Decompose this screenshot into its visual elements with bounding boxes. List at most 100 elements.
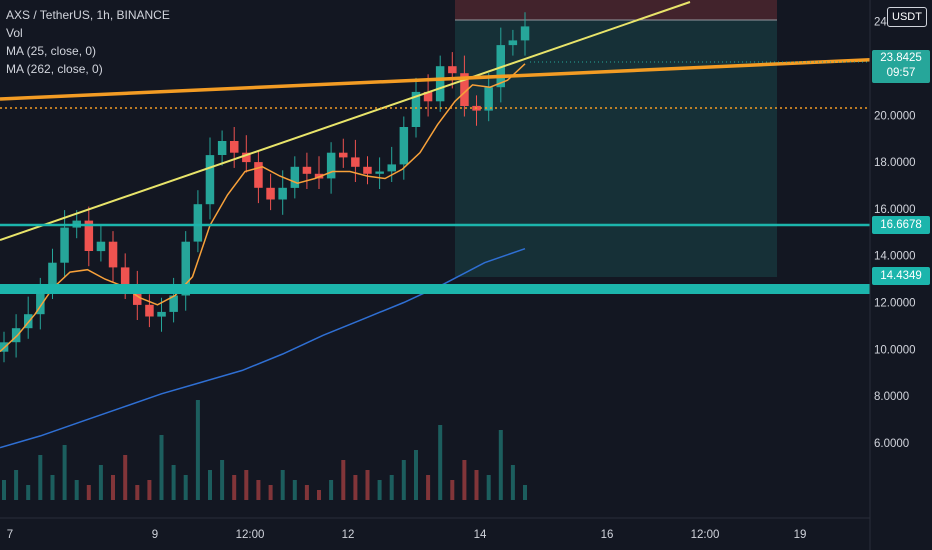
resistance-line[interactable] [0,57,932,101]
volume-bar [389,475,394,500]
volume-bar [438,425,443,500]
volume-bar [123,455,128,500]
volume-bar [62,445,67,500]
legend-ma-25[interactable]: MA (25, close, 0) [6,44,97,58]
legend-vol[interactable]: Vol [6,26,23,40]
position-stop-zone[interactable] [455,0,777,20]
last-price-badge: 23.8425 09:57 [872,50,930,83]
candle [254,151,263,204]
volume-bar [377,480,382,500]
candle [84,206,94,267]
volume-bar [98,465,103,500]
candle [266,173,275,211]
level-band-14-4349[interactable] [0,284,870,294]
volume-bar [414,450,418,500]
candle [460,55,469,117]
candle [375,157,384,189]
volume-bar [183,475,188,500]
volume-bar [353,475,358,500]
candle [326,142,336,194]
volume-bar [426,475,431,500]
last-price-value: 23.8425 [880,52,922,64]
candle [242,135,251,173]
candle [290,156,300,199]
price-tick-label: 20.0000 [874,110,916,122]
volume-bar [14,470,19,500]
candle [193,190,203,253]
price-tick-label: 6.0000 [874,438,909,450]
time-tick-label: 14 [474,529,487,541]
volume-bar [268,485,273,500]
volume-bar [256,480,261,500]
time-tick-label: 7 [7,529,13,541]
volume-bar [159,435,164,500]
price-tick-label: 12.0000 [874,298,916,310]
volume-bar [474,470,479,500]
price-tick-label: 8.0000 [874,391,909,403]
volume-bar [523,485,527,500]
candle [145,294,154,328]
time-tick-label: 16 [601,529,614,541]
volume-bar [292,480,297,500]
volume-bar [280,470,285,500]
level-badge-16-6678: 16.6678 [872,216,930,234]
volume-bar [195,400,200,500]
candle [435,55,445,112]
volume-bar [171,465,176,500]
volume-bar [111,475,115,500]
volume-bar [86,485,91,500]
volume-bar [2,480,6,500]
candle [448,52,457,89]
candle [351,139,360,182]
candle [108,231,118,283]
volume-bar [510,465,515,500]
time-tick-label: 9 [152,529,158,541]
volume-bar [304,485,309,500]
volume-bar [135,485,140,500]
currency-selector-button[interactable]: USDT [887,7,927,27]
volume-bar [26,485,31,500]
ma-262-line [0,247,526,449]
volume-bar [450,480,455,500]
volume-bar [486,475,491,500]
level-badge-14-4349: 14.4349 [872,267,930,285]
price-tick-label: 16.0000 [874,204,916,216]
chart-legend: AXS / TetherUS, 1h, BINANCE Vol MA (25, … [6,6,170,78]
volume-bar [365,470,370,500]
volume-bar [38,455,43,500]
price-tick-label: 10.0000 [874,344,916,356]
volume-bar [232,475,237,500]
countdown-value: 09:57 [886,67,916,79]
candle [508,29,518,56]
position-profit-zone[interactable] [455,20,777,277]
candle [363,156,372,185]
time-axis[interactable]: 7 9 12:00 12 14 16 12:00 19 [7,529,807,541]
volume-bar [462,460,467,500]
candle [399,116,409,180]
ma-25-line [0,63,526,353]
candle [60,210,69,278]
candle [314,156,324,189]
candle [96,224,106,262]
volume-bar [208,470,212,500]
price-tick-label: 18.0000 [874,157,916,169]
candle [205,137,215,220]
time-tick-label: 12 [342,529,355,541]
volume-bar [498,430,503,500]
symbol-title[interactable]: AXS / TetherUS, 1h, BINANCE [6,8,170,22]
trendline[interactable] [0,1,691,241]
candle [181,231,190,311]
volume-bar [147,480,152,500]
candle [217,130,227,166]
legend-ma-262[interactable]: MA (262, close, 0) [6,62,103,76]
volume-bar [329,480,334,500]
price-tick-label: 14.0000 [874,251,916,263]
volume-bar [74,480,79,500]
time-tick-label: 12:00 [691,529,720,541]
volume-bars [2,400,527,500]
candle [496,27,505,103]
candle [302,152,312,189]
time-tick-label: 19 [794,529,807,541]
volume-bar [220,460,225,500]
